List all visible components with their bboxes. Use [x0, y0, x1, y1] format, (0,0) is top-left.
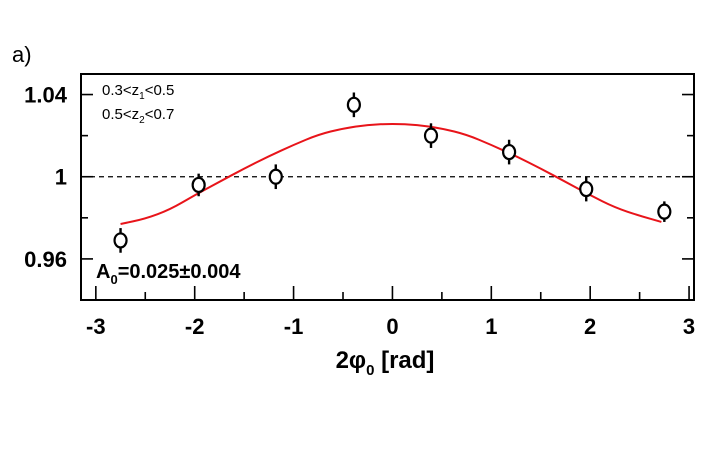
panel-label: a) [12, 42, 32, 67]
y-tick-label: 0.96 [24, 247, 67, 272]
plot-frame-group [80, 73, 695, 301]
x-tick-label: 2 [584, 314, 596, 339]
z2-range-label: 0.5<z2<0.7 [102, 106, 174, 126]
x-tick-label: -2 [185, 314, 205, 339]
fit-result-label: A0=0.025±0.004 [96, 261, 241, 287]
data-point [579, 180, 594, 198]
y-tick-label: 1 [55, 165, 67, 190]
x-axis-ticks: -3 -2 -1 0 1 2 3 [86, 286, 695, 339]
data-point [423, 127, 439, 144]
data-point [268, 168, 283, 185]
x-axis-label-tail: [rad] [374, 347, 434, 374]
x-axis-label-base: 2φ [336, 347, 367, 374]
x-axis-label-sub: 0 [366, 362, 374, 379]
fit-result-tail: =0.025±0.004 [118, 261, 242, 283]
z2-range-tail: <0.7 [145, 106, 175, 123]
data-points [113, 92, 672, 253]
y-axis-ticks: 0.96 1 1.04 [24, 83, 694, 301]
data-point [191, 176, 206, 194]
fit-result-base: A [96, 261, 110, 283]
x-tick-label: -1 [284, 314, 304, 339]
x-tick-label: 1 [485, 314, 497, 339]
z2-range-sub: 2 [139, 115, 145, 126]
x-tick-label: -3 [86, 314, 106, 339]
fit-result-sub: 0 [110, 272, 117, 287]
data-point [346, 96, 361, 113]
z1-range-label: 0.3<z1<0.5 [102, 82, 174, 102]
x-tick-label: 0 [386, 314, 398, 339]
data-point [502, 143, 517, 161]
y-tick-label: 1.04 [24, 83, 68, 108]
z1-range-tail: <0.5 [145, 82, 175, 99]
z1-range-base: 0.3<z [102, 82, 139, 99]
plot-frame [80, 73, 695, 301]
data-point [657, 203, 672, 220]
z1-range-sub: 1 [139, 91, 145, 102]
z2-range-base: 0.5<z [102, 106, 139, 123]
x-axis-label: 2φ0 [rad] [336, 347, 435, 379]
x-tick-label: 3 [683, 314, 695, 339]
fit-curve [120, 122, 662, 225]
data-point [113, 232, 128, 249]
